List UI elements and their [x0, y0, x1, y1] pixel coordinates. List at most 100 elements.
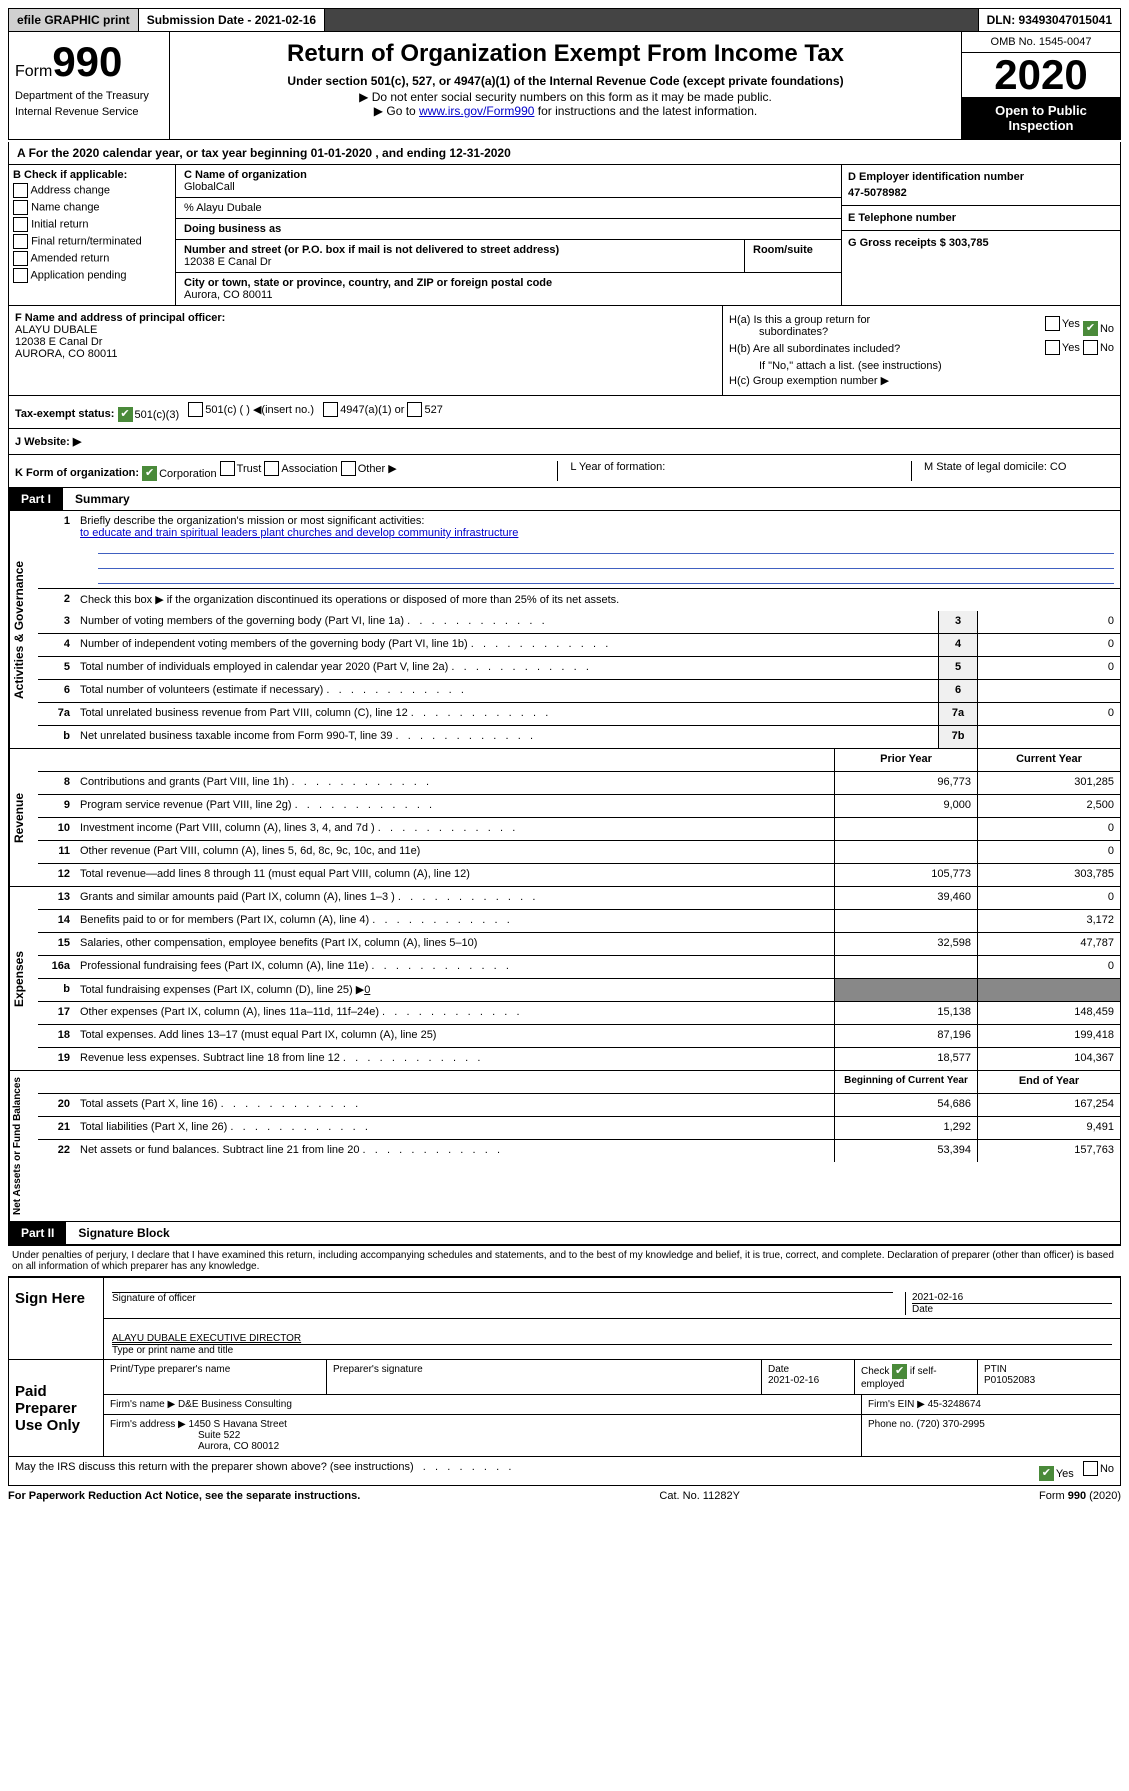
- check-name-change[interactable]: Name change: [13, 200, 171, 215]
- check-association[interactable]: Association: [264, 461, 337, 476]
- telephone-cell: E Telephone number: [842, 206, 1120, 231]
- room-suite-cell: Room/suite: [745, 240, 841, 273]
- top-bar-spacer: [325, 9, 978, 31]
- form-prefix: Form: [15, 63, 52, 80]
- exp-15-current: 47,787: [977, 933, 1120, 955]
- part-i-header: Part I Summary: [8, 488, 1121, 511]
- open-to-public: Open to Public Inspection: [962, 97, 1120, 139]
- under-section: Under section 501(c), 527, or 4947(a)(1)…: [178, 74, 953, 88]
- check-527[interactable]: 527: [407, 402, 442, 417]
- exp-15-prior: 32,598: [834, 933, 977, 955]
- exp-16b-current-shade: [977, 979, 1120, 1001]
- net-20-end: 167,254: [977, 1094, 1120, 1116]
- b-header: B Check if applicable:: [13, 169, 171, 181]
- check-final-return[interactable]: Final return/terminated: [13, 234, 171, 249]
- check-other[interactable]: Other ▶: [341, 461, 397, 476]
- check-application-pending[interactable]: Application pending: [13, 268, 171, 283]
- form-number: 990: [52, 38, 122, 85]
- net-20-begin: 54,686: [834, 1094, 977, 1116]
- discuss-no[interactable]: No: [1083, 1461, 1114, 1476]
- exp-16a-prior: [834, 956, 977, 978]
- dept-irs: Internal Revenue Service: [15, 106, 163, 118]
- check-501c3[interactable]: ✔ 501(c)(3): [118, 407, 180, 422]
- current-year-header: Current Year: [977, 749, 1120, 771]
- column-b-checkboxes: B Check if applicable: Address change Na…: [9, 165, 176, 305]
- exp-19-prior: 18,577: [834, 1048, 977, 1070]
- val-line-7b: [977, 726, 1120, 748]
- row-a-tax-year: A For the 2020 calendar year, or tax yea…: [8, 142, 1121, 165]
- preparer-name-label: Print/Type preparer's name: [110, 1364, 230, 1375]
- tax-exempt-row: Tax-exempt status: ✔ 501(c)(3) 501(c) ( …: [8, 396, 1121, 429]
- check-501c[interactable]: 501(c) ( ) ◀(insert no.): [188, 402, 314, 417]
- check-trust[interactable]: Trust: [220, 461, 262, 476]
- firm-name: D&E Business Consulting: [178, 1399, 292, 1410]
- goto-link-line: ▶ Go to www.irs.gov/Form990 for instruct…: [176, 104, 955, 118]
- end-year-header: End of Year: [977, 1071, 1120, 1093]
- paid-preparer-label: Paid Preparer Use Only: [9, 1360, 104, 1456]
- hb-no[interactable]: No: [1083, 340, 1114, 355]
- cat-number: Cat. No. 11282Y: [659, 1490, 740, 1502]
- omb-number: OMB No. 1545-0047: [962, 32, 1120, 53]
- rev-11-prior: [834, 841, 977, 863]
- hb-yes[interactable]: Yes: [1045, 340, 1080, 355]
- net-22-end: 157,763: [977, 1140, 1120, 1162]
- form-footer: Form 990 (2020): [1039, 1490, 1121, 1502]
- street-cell: Number and street (or P.O. box if mail i…: [176, 240, 745, 273]
- sign-here-label: Sign Here: [9, 1278, 104, 1359]
- rev-11-current: 0: [977, 841, 1120, 863]
- exp-18-prior: 87,196: [834, 1025, 977, 1047]
- year-block: OMB No. 1545-0047 2020 Open to Public In…: [961, 32, 1120, 139]
- side-label-net-assets: Net Assets or Fund Balances: [9, 1071, 38, 1221]
- signature-officer-label: Signature of officer: [112, 1293, 196, 1304]
- exp-16a-current: 0: [977, 956, 1120, 978]
- exp-19-current: 104,367: [977, 1048, 1120, 1070]
- begin-year-header: Beginning of Current Year: [834, 1071, 977, 1093]
- side-label-governance: Activities & Governance: [9, 511, 38, 748]
- prior-year-header: Prior Year: [834, 749, 977, 771]
- h-block: H(a) Is this a group return forsubordina…: [723, 306, 1120, 395]
- check-amended-return[interactable]: Amended return: [13, 251, 171, 266]
- website-row: J Website: ▶: [8, 429, 1121, 455]
- check-4947[interactable]: 4947(a)(1) or: [323, 402, 404, 417]
- year-formation: L Year of formation:: [557, 461, 750, 481]
- check-corporation[interactable]: ✔ Corporation: [142, 466, 216, 481]
- val-line-7a: 0: [977, 703, 1120, 725]
- principal-officer: F Name and address of principal officer:…: [9, 306, 723, 395]
- goto-prefix: ▶ Go to: [374, 104, 419, 118]
- officer-name-title: ALAYU DUBALE EXECUTIVE DIRECTOR: [112, 1333, 301, 1344]
- rev-9-current: 2,500: [977, 795, 1120, 817]
- exp-14-current: 3,172: [977, 910, 1120, 932]
- irs-link[interactable]: www.irs.gov/Form990: [419, 104, 534, 118]
- dln-label: DLN: 93493047015041: [979, 9, 1120, 31]
- val-line-6: [977, 680, 1120, 702]
- rev-10-current: 0: [977, 818, 1120, 840]
- check-initial-return[interactable]: Initial return: [13, 217, 171, 232]
- discuss-row: May the IRS discuss this return with the…: [8, 1457, 1121, 1486]
- submission-date: Submission Date - 2021-02-16: [139, 9, 325, 31]
- rev-9-prior: 9,000: [834, 795, 977, 817]
- k-row: K Form of organization: ✔ Corporation Tr…: [8, 455, 1121, 488]
- ein-cell: D Employer identification number47-50789…: [842, 165, 1120, 206]
- firm-address-1: 1450 S Havana Street: [189, 1419, 287, 1430]
- perjury-statement: Under penalties of perjury, I declare th…: [8, 1245, 1121, 1276]
- rev-8-current: 301,285: [977, 772, 1120, 794]
- ha-yes[interactable]: Yes: [1045, 316, 1080, 331]
- discuss-yes[interactable]: ✔Yes: [1039, 1466, 1074, 1481]
- dba-cell: Doing business as: [176, 219, 841, 240]
- preparer-date: 2021-02-16: [768, 1375, 819, 1386]
- sign-date: 2021-02-16: [912, 1292, 963, 1303]
- org-name-cell: C Name of organization GlobalCall: [176, 165, 841, 198]
- dept-treasury: Department of the Treasury: [15, 90, 163, 102]
- hc-label: H(c) Group exemption number ▶: [729, 374, 889, 387]
- check-self-employed[interactable]: Check ✔ if self-employed: [861, 1366, 937, 1390]
- val-line-3: 0: [977, 611, 1120, 633]
- ha-no[interactable]: ✔No: [1083, 321, 1114, 336]
- exp-13-prior: 39,460: [834, 887, 977, 909]
- ptin-value: P01052083: [984, 1375, 1035, 1386]
- check-address-change[interactable]: Address change: [13, 183, 171, 198]
- rev-10-prior: [834, 818, 977, 840]
- gross-receipts-cell: G Gross receipts $ 303,785: [842, 231, 1120, 255]
- side-label-revenue: Revenue: [9, 749, 38, 886]
- hb-note: If "No," attach a list. (see instruction…: [759, 360, 1114, 372]
- state-domicile: M State of legal domicile: CO: [911, 461, 1114, 481]
